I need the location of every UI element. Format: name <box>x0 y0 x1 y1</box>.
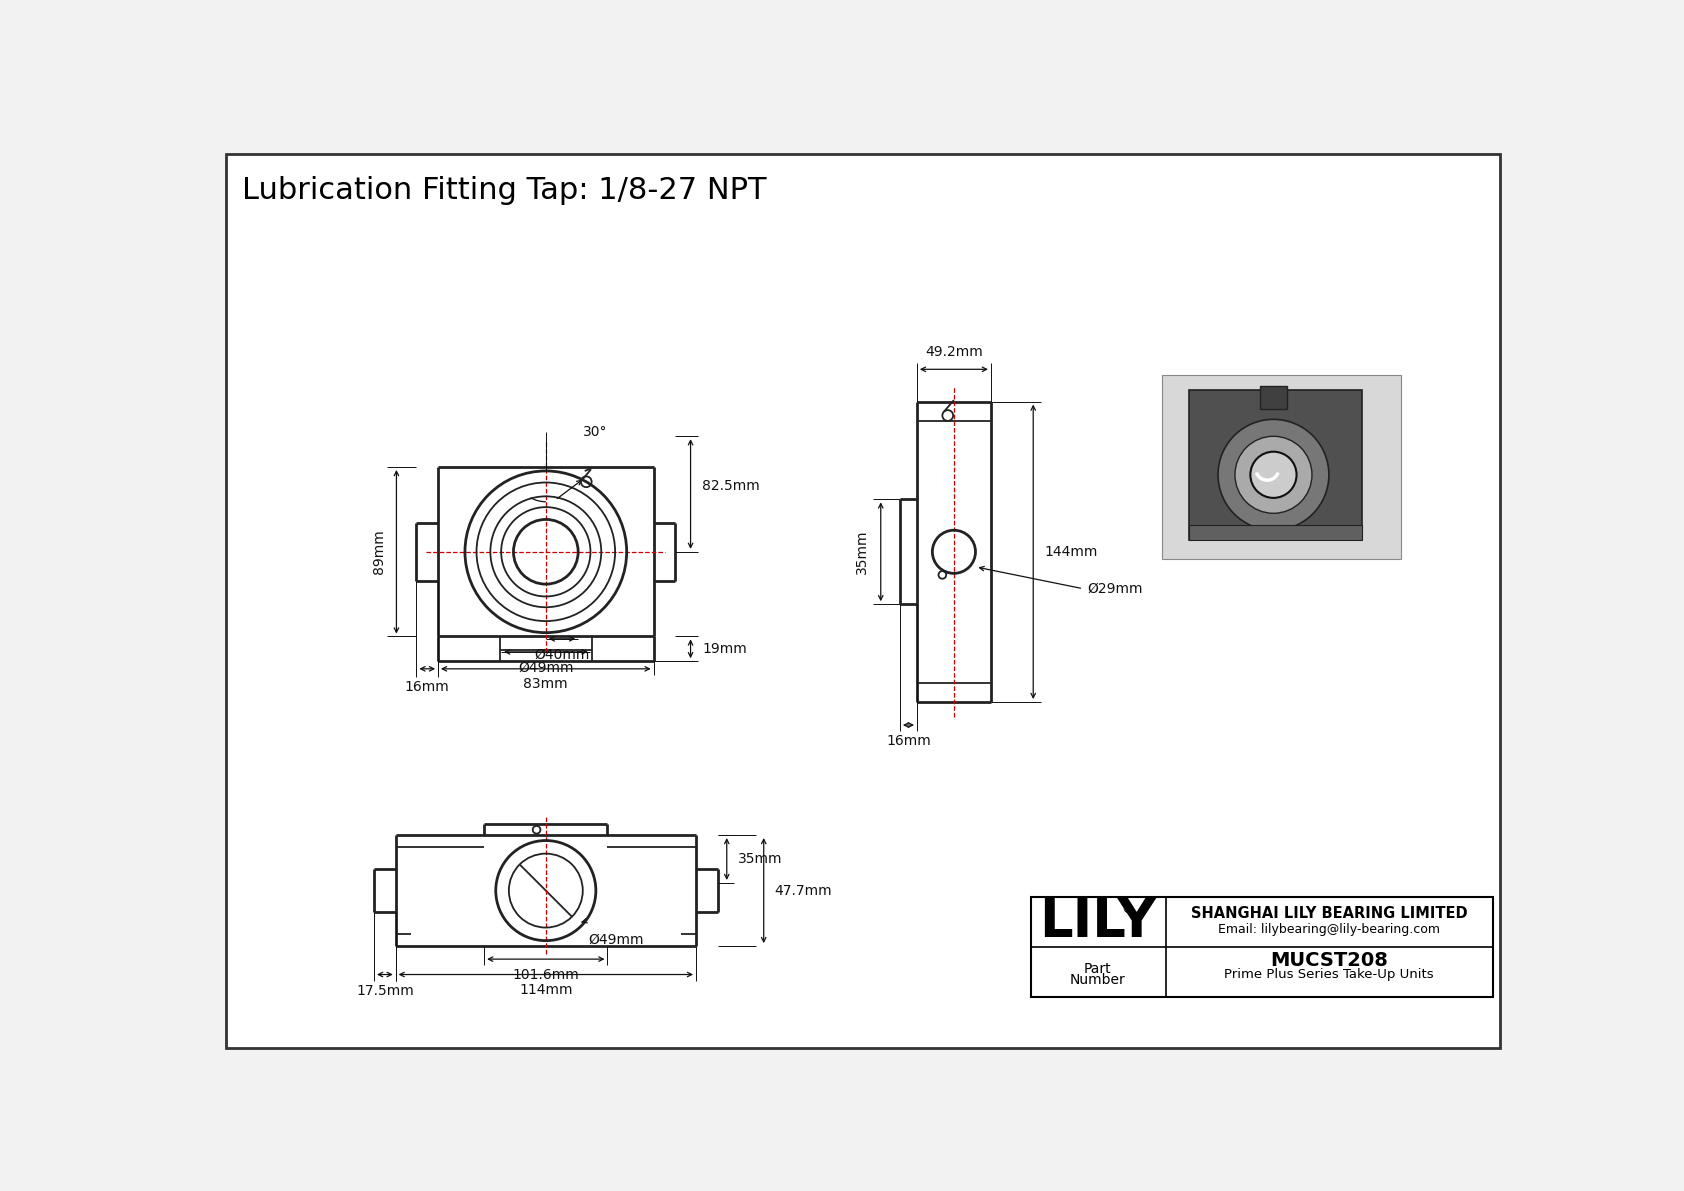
Text: 82.5mm: 82.5mm <box>702 479 759 493</box>
Text: 35mm: 35mm <box>738 852 783 866</box>
Text: Number: Number <box>1069 973 1127 986</box>
Bar <box>1189 391 1362 541</box>
Text: 30°: 30° <box>583 425 608 439</box>
Text: 144mm: 144mm <box>1044 544 1098 559</box>
Text: 49.2mm: 49.2mm <box>925 345 983 360</box>
Text: 114mm: 114mm <box>519 983 573 997</box>
Text: 17.5mm: 17.5mm <box>355 984 414 998</box>
Circle shape <box>1250 451 1297 498</box>
Text: 16mm: 16mm <box>404 680 450 693</box>
Bar <box>1189 525 1362 541</box>
Text: Lubrication Fitting Tap: 1/8-27 NPT: Lubrication Fitting Tap: 1/8-27 NPT <box>242 176 766 205</box>
Bar <box>1031 897 1494 997</box>
Text: SHANGHAI LILY BEARING LIMITED: SHANGHAI LILY BEARING LIMITED <box>1191 906 1467 921</box>
Bar <box>1260 386 1287 410</box>
Text: LILY: LILY <box>1039 896 1157 948</box>
Circle shape <box>1218 419 1329 530</box>
Text: 89mm: 89mm <box>372 530 386 574</box>
Bar <box>1162 375 1401 560</box>
Text: 101.6mm: 101.6mm <box>512 967 579 981</box>
Text: Ø49mm: Ø49mm <box>588 933 643 947</box>
Text: Prime Plus Series Take-Up Units: Prime Plus Series Take-Up Units <box>1224 968 1435 981</box>
Text: Email: lilybearing@lily-bearing.com: Email: lilybearing@lily-bearing.com <box>1218 923 1440 936</box>
Text: Ø40mm: Ø40mm <box>534 647 589 661</box>
Text: Ø49mm: Ø49mm <box>519 661 574 675</box>
Text: 16mm: 16mm <box>886 735 931 748</box>
Circle shape <box>1234 436 1312 513</box>
Text: 35mm: 35mm <box>855 530 869 574</box>
Text: MUCST208: MUCST208 <box>1270 952 1388 971</box>
Text: ®: ® <box>1122 903 1133 916</box>
Text: 47.7mm: 47.7mm <box>775 884 832 898</box>
Text: Ø29mm: Ø29mm <box>1088 581 1143 596</box>
Text: 19mm: 19mm <box>702 642 748 656</box>
Text: 83mm: 83mm <box>524 676 568 691</box>
Text: Part: Part <box>1084 962 1111 975</box>
